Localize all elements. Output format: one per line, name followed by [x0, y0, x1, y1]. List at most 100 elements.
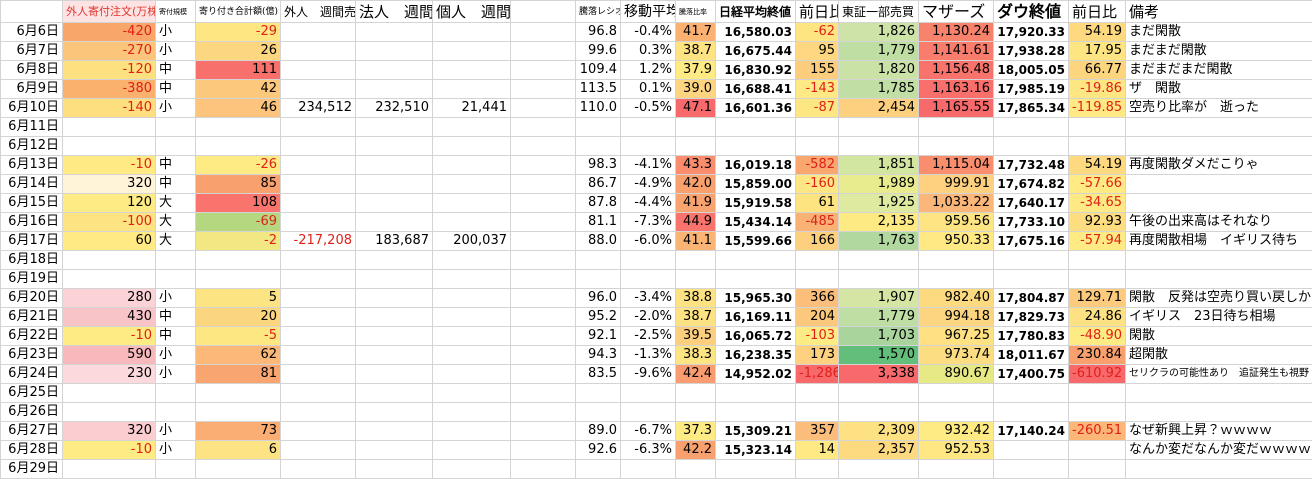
cell — [676, 403, 716, 422]
cell: 232,510 — [356, 99, 433, 118]
cell — [716, 460, 796, 479]
cell — [156, 118, 196, 137]
cell — [511, 213, 576, 232]
cell — [839, 251, 919, 270]
cell: 閑散 — [1126, 327, 1312, 346]
cell: まだまだまだ閑散 — [1126, 61, 1312, 80]
date-cell: 6月24日 — [1, 365, 63, 384]
header-cell: 騰落レシオ — [576, 1, 621, 23]
cell — [281, 384, 356, 403]
cell — [433, 23, 511, 42]
cell: 小 — [156, 42, 196, 61]
cell — [839, 460, 919, 479]
cell: 大 — [156, 232, 196, 251]
header-cell — [511, 1, 576, 23]
cell — [716, 403, 796, 422]
cell: -4.1% — [621, 156, 676, 175]
cell — [1126, 175, 1312, 194]
cell — [356, 156, 433, 175]
header-cell: 日経平均終値 — [716, 1, 796, 23]
cell: 2,309 — [839, 422, 919, 441]
cell — [994, 270, 1069, 289]
cell: 994.18 — [919, 308, 994, 327]
cell — [919, 270, 994, 289]
cell — [994, 441, 1069, 460]
cell: -69 — [196, 213, 281, 232]
cell: 999.91 — [919, 175, 994, 194]
cell: 1,703 — [839, 327, 919, 346]
cell — [63, 403, 156, 422]
cell — [281, 422, 356, 441]
cell: 20 — [196, 308, 281, 327]
cell: 15,599.66 — [716, 232, 796, 251]
cell: 83.5 — [576, 365, 621, 384]
cell — [281, 346, 356, 365]
cell: 16,238.35 — [716, 346, 796, 365]
cell — [356, 61, 433, 80]
header-cell — [1, 1, 63, 23]
cell — [796, 403, 839, 422]
cell: 17.95 — [1069, 42, 1126, 61]
cell: -87 — [796, 99, 839, 118]
cell — [716, 270, 796, 289]
cell: 166 — [796, 232, 839, 251]
cell — [511, 42, 576, 61]
cell: 小 — [156, 289, 196, 308]
cell: 16,169.11 — [716, 308, 796, 327]
cell — [356, 175, 433, 194]
cell: 26 — [196, 42, 281, 61]
cell — [433, 384, 511, 403]
date-cell: 6月9日 — [1, 80, 63, 99]
cell: -485 — [796, 213, 839, 232]
cell — [433, 441, 511, 460]
header-cell: 寄付規模 — [156, 1, 196, 23]
cell: 73 — [196, 422, 281, 441]
cell — [433, 137, 511, 156]
cell: 17,780.83 — [994, 327, 1069, 346]
cell — [1069, 384, 1126, 403]
date-cell: 6月15日 — [1, 194, 63, 213]
cell — [356, 270, 433, 289]
cell: 66.77 — [1069, 61, 1126, 80]
cell — [919, 403, 994, 422]
header-cell: 寄り付き合計額(億) — [196, 1, 281, 23]
cell — [796, 137, 839, 156]
cell — [511, 61, 576, 80]
cell: 42 — [196, 80, 281, 99]
cell: 中 — [156, 156, 196, 175]
cell — [433, 213, 511, 232]
cell — [433, 80, 511, 99]
cell: 98.3 — [576, 156, 621, 175]
cell: まだまだ閑散 — [1126, 42, 1312, 61]
date-cell: 6月13日 — [1, 156, 63, 175]
cell: 111 — [196, 61, 281, 80]
cell: 17,675.16 — [994, 232, 1069, 251]
cell — [1126, 137, 1312, 156]
date-cell: 6月14日 — [1, 175, 63, 194]
cell: -4.9% — [621, 175, 676, 194]
cell: -19.86 — [1069, 80, 1126, 99]
cell — [356, 403, 433, 422]
cell — [796, 384, 839, 403]
cell — [511, 422, 576, 441]
cell — [356, 118, 433, 137]
cell: -270 — [63, 42, 156, 61]
cell — [796, 460, 839, 479]
cell: 1,851 — [839, 156, 919, 175]
cell — [281, 251, 356, 270]
cell — [281, 460, 356, 479]
cell — [356, 441, 433, 460]
cell — [511, 194, 576, 213]
cell — [433, 175, 511, 194]
cell — [1126, 251, 1312, 270]
cell — [433, 346, 511, 365]
cell: -9.6% — [621, 365, 676, 384]
